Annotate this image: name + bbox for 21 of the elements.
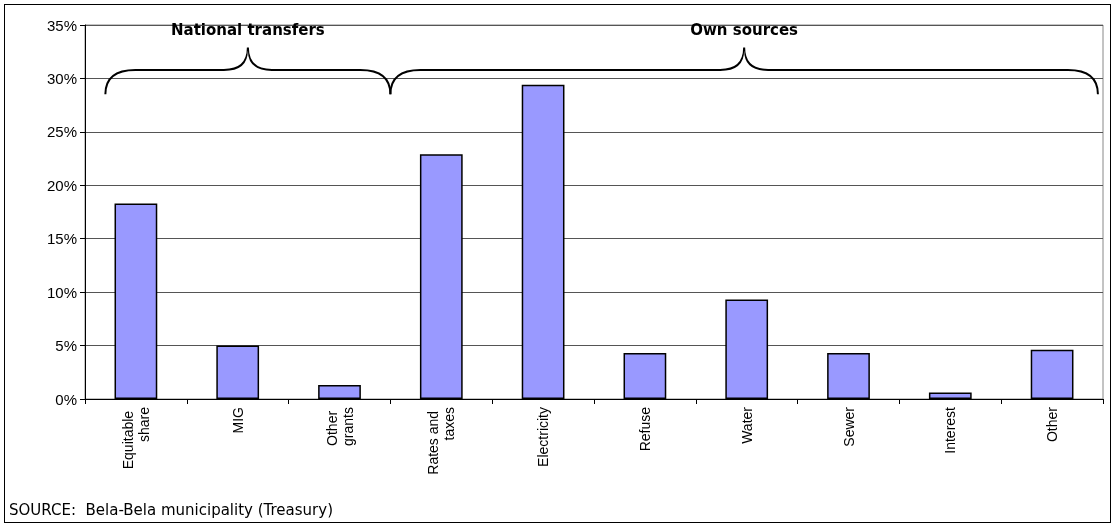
x-tick-label: Other xyxy=(1044,406,1061,443)
x-tick-label: Equitable share xyxy=(119,406,152,470)
x-tick-label: MIG xyxy=(229,407,246,434)
y-tick-label: 5% xyxy=(55,337,77,355)
y-tick-label: 35% xyxy=(46,16,77,34)
y-tick-label: 10% xyxy=(46,283,77,301)
y-tick-label: 20% xyxy=(46,176,77,194)
x-tick-label: Refuse xyxy=(636,406,653,452)
annotation: National transfers xyxy=(170,21,325,40)
y-tick-label: 25% xyxy=(46,123,77,141)
y-tick-label: 15% xyxy=(46,230,77,248)
x-tick-label: Interest xyxy=(942,406,959,454)
x-tick-label: Other grants xyxy=(323,407,356,446)
x-tick-label: Rates and taxes xyxy=(425,407,458,475)
annotation: Own sources xyxy=(690,21,799,40)
source-note: SOURCE: Bela-Bela municipality (Treasury) xyxy=(9,501,333,519)
x-tick-label: Electricity xyxy=(535,407,552,467)
y-tick-label: 30% xyxy=(46,69,77,87)
y-tick-label: 0% xyxy=(55,390,77,408)
x-tick-label: Sewer xyxy=(840,406,857,447)
x-tick-label: Water xyxy=(738,406,755,444)
